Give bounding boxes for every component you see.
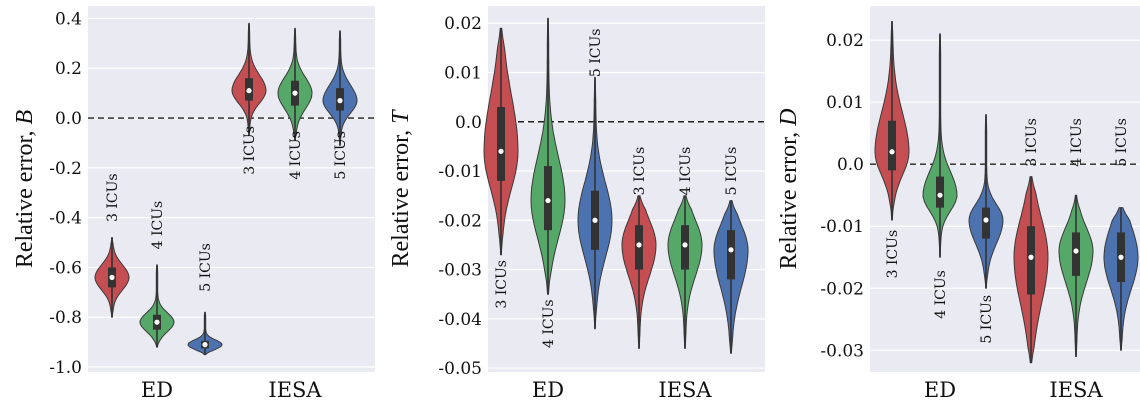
violin-iqr-box xyxy=(1027,226,1035,295)
violin-median-point xyxy=(1028,254,1034,260)
y-tick-label: 0.4 xyxy=(55,9,82,29)
violin-iesa-4-icus: 4 ICUs xyxy=(1058,118,1094,357)
violin-median-point xyxy=(1118,254,1124,260)
violin-label: 4 ICUs xyxy=(288,131,304,180)
y-tick-label: 0.2 xyxy=(55,59,82,79)
y-tick-label: -0.03 xyxy=(438,261,482,281)
y-tick-label: 0.0 xyxy=(455,113,482,133)
x-category-label: IESA xyxy=(1049,378,1103,402)
y-tick-label: -0.01 xyxy=(820,217,864,237)
violin-ed-3-icus: 3 ICUs xyxy=(94,173,130,318)
violin-median-point xyxy=(154,319,160,325)
violin-median-point xyxy=(246,88,252,94)
x-category-label: ED xyxy=(924,378,956,402)
plot-area xyxy=(870,6,1140,372)
violin-ed-5-icus: 5 ICUs xyxy=(968,114,1004,344)
chart-panel-2: 0.02 0.01 0.0 -0.01 -0.02 -0.03 -0.04 -0.05 3 IC… xyxy=(388,6,765,402)
x-category-label: IESA xyxy=(268,378,322,402)
violin-label: 3 ICUs xyxy=(494,260,510,309)
violin-iesa-3-icus: 3 ICUs xyxy=(621,147,657,349)
violin-label: 5 ICUs xyxy=(1114,118,1130,167)
y-tick-label: 0.02 xyxy=(826,31,864,51)
y-tick-label: -1.0 xyxy=(49,358,82,378)
violin-label: 5 ICUs xyxy=(724,147,740,196)
y-tick-label: -0.6 xyxy=(49,258,82,278)
y-tick-label: -0.02 xyxy=(820,279,864,299)
y-tick-label: 0.02 xyxy=(444,14,482,34)
violin-ed-4-icus: 4 ICUs xyxy=(530,17,566,348)
y-tick-label: -0.2 xyxy=(49,159,82,179)
x-category-label: ED xyxy=(532,378,564,402)
violin-median-point xyxy=(545,197,551,204)
violin-median-point xyxy=(728,247,734,253)
x-category-label: ED xyxy=(141,378,173,402)
violin-ed-3-icus: 3 ICUs xyxy=(483,27,519,309)
violin-label: 3 ICUs xyxy=(632,147,648,196)
violin-iesa-3-icus: 3 ICUs xyxy=(1013,118,1049,364)
violin-iesa-5-icus: 5 ICUs xyxy=(322,30,358,180)
y-tick-label: -0.02 xyxy=(438,211,482,231)
violin-label: 5 ICUs xyxy=(588,28,604,77)
violin-median-point xyxy=(682,242,688,248)
violin-label: 5 ICUs xyxy=(333,131,349,180)
violin-iqr-box xyxy=(982,207,990,239)
violin-iesa-4-icus: 4 ICUs xyxy=(277,27,313,180)
y-tick-label: -0.04 xyxy=(438,310,482,330)
violin-iqr-box xyxy=(497,106,505,181)
violin-label: 3 ICUs xyxy=(242,126,258,175)
violin-iesa-4-icus: 4 ICUs xyxy=(667,147,703,349)
violin-label: 3 ICUs xyxy=(105,173,121,222)
chart-panel-1: 0.4 0.2 0.0 -0.2 -0.4 -0.6 -0.8 -1.0 3 ICUs 4 ICU… xyxy=(12,6,375,402)
violin-median-point xyxy=(337,98,343,104)
violin-median-point xyxy=(109,274,115,280)
violin-label: 3 ICUs xyxy=(1024,118,1040,167)
violin-median-point xyxy=(636,242,642,248)
y-tick-label: -0.8 xyxy=(49,308,82,328)
violin-label: 5 ICUs xyxy=(979,295,995,344)
violin-ed-3-icus: 3 ICUs xyxy=(874,21,910,279)
violin-label: 4 ICUs xyxy=(933,270,949,319)
violin-ed-5-icus: 5 ICUs xyxy=(187,243,223,356)
y-tick-label: -0.4 xyxy=(49,209,82,229)
y-axis-label: Relative error, B xyxy=(12,110,38,269)
y-axis-label: Relative error, D xyxy=(776,109,802,270)
violin-label: 4 ICUs xyxy=(678,147,694,196)
violin-median-point xyxy=(889,149,895,155)
violin-ed-4-icus: 4 ICUs xyxy=(922,33,958,319)
y-tick-label: 0.01 xyxy=(826,93,864,113)
violin-iqr-box xyxy=(727,230,735,280)
violin-label: 4 ICUs xyxy=(541,299,557,348)
y-tick-label: 0.01 xyxy=(444,64,482,84)
violin-median-point xyxy=(983,217,989,223)
y-tick-label: 0.0 xyxy=(837,155,864,175)
violin-ed-4-icus: 4 ICUs xyxy=(139,201,175,348)
violin-median-point xyxy=(202,342,208,348)
chart-panel-3: 0.02 0.01 0.0 -0.01 -0.02 -0.03 3 ICUs 4 ICUs 5 … xyxy=(776,6,1140,402)
violin-label: 4 ICUs xyxy=(150,201,166,250)
violin-label: 5 ICUs xyxy=(198,243,214,292)
violin-iqr-box xyxy=(1072,232,1080,276)
plot-area xyxy=(88,6,375,372)
x-category-label: IESA xyxy=(658,378,712,402)
violin-iqr-box xyxy=(888,120,896,171)
violin-iesa-5-icus: 5 ICUs xyxy=(1103,118,1139,351)
violin-iesa-3-icus: 3 ICUs xyxy=(231,22,267,175)
violin-median-point xyxy=(937,192,943,198)
violin-median-point xyxy=(1073,248,1079,254)
y-tick-label: -0.05 xyxy=(438,359,482,379)
violin-label: 4 ICUs xyxy=(1069,118,1085,167)
violin-median-point xyxy=(592,217,598,223)
y-tick-label: 0.0 xyxy=(55,109,82,129)
violin-median-point xyxy=(292,90,298,96)
violin-median-point xyxy=(498,148,504,154)
y-axis-label: Relative error, T xyxy=(388,109,414,268)
violin-ed-5-icus: 5 ICUs xyxy=(577,28,613,330)
violin-label: 3 ICUs xyxy=(885,230,901,279)
violin-iqr-box xyxy=(936,176,944,208)
y-tick-label: -0.03 xyxy=(820,341,864,361)
y-tick-label: -0.01 xyxy=(438,162,482,182)
violin-iesa-5-icus: 5 ICUs xyxy=(713,147,749,354)
